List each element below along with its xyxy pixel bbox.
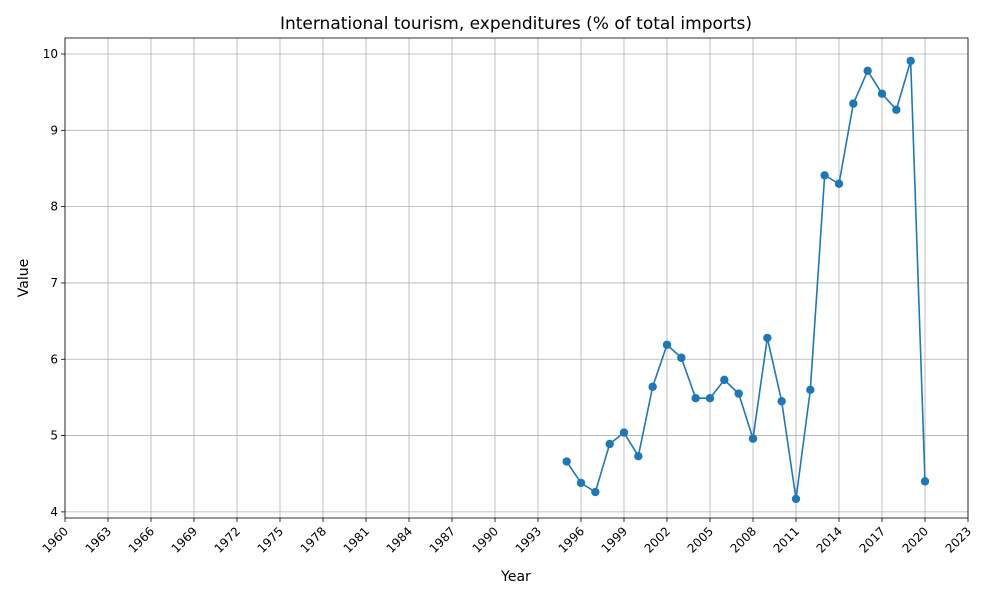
x-tick-label: 1963 [83, 524, 114, 555]
x-tick-label: 1972 [212, 524, 243, 555]
x-tick-label: 2011 [771, 524, 802, 555]
y-tick-label: 4 [50, 505, 58, 519]
data-point [605, 439, 614, 449]
data-point [920, 477, 930, 486]
data-point [677, 353, 686, 362]
data-point [877, 89, 887, 98]
y-tick-label: 6 [50, 352, 58, 366]
data-point [777, 397, 786, 406]
x-tick-label: 1981 [341, 524, 372, 555]
x-gridlines [64, 38, 969, 518]
x-tick-label: 1987 [427, 524, 458, 555]
x-tick-label: 2020 [900, 524, 931, 555]
data-point [748, 434, 758, 443]
y-tick-label: 8 [50, 200, 58, 214]
data-point [691, 393, 700, 403]
data-point [791, 494, 801, 504]
data-point [892, 105, 901, 114]
x-tick-label: 1993 [513, 524, 544, 555]
y-tick-label: 5 [50, 429, 58, 443]
chart-title: International tourism, expenditures (% o… [280, 14, 752, 34]
y-axis-ticks: 4 5 6 7 8 9 10 [43, 47, 65, 519]
x-tick-label: 1999 [599, 524, 630, 555]
data-point [591, 487, 600, 497]
x-tick-label: 1966 [126, 524, 157, 555]
data-point [734, 389, 743, 398]
y-tick-label: 7 [50, 276, 58, 290]
x-axis-ticks: 1960 1963 1966 1969 1972 1975 1978 1981 1984 1987… [40, 518, 974, 556]
series-line [566, 60, 926, 500]
x-tick-label: 2014 [814, 524, 845, 555]
data-point [562, 457, 571, 466]
data-point [619, 428, 629, 437]
data-point [720, 375, 729, 385]
data-point [863, 66, 872, 76]
x-tick-label: 1996 [556, 524, 587, 555]
x-tick-label: 1975 [255, 524, 286, 555]
data-point [834, 179, 844, 188]
x-tick-label: 1984 [384, 524, 415, 555]
data-point [806, 385, 815, 394]
x-tick-label: 2008 [728, 524, 759, 555]
y-tick-label: 9 [50, 123, 58, 137]
y-axis-label: Value [16, 259, 32, 297]
x-tick-label: 1969 [169, 524, 200, 555]
plot-frame [64, 37, 969, 519]
x-tick-label: 2023 [943, 524, 974, 555]
data-point [648, 382, 657, 391]
y-tick-label: 10 [43, 47, 58, 61]
data-point [634, 451, 643, 461]
data-point [576, 478, 586, 488]
data-point [906, 56, 915, 66]
data-point [820, 171, 829, 180]
x-tick-label: 2005 [685, 524, 716, 555]
x-tick-label: 2002 [642, 524, 673, 555]
x-tick-label: 1978 [298, 524, 329, 555]
x-axis-label: Year [500, 569, 531, 585]
data-point [849, 99, 858, 108]
data-point [662, 340, 672, 349]
data-point [763, 333, 772, 343]
x-tick-label: 1960 [40, 524, 71, 555]
x-tick-label: 1990 [470, 524, 501, 555]
data-point [705, 393, 715, 403]
series-layer [562, 56, 930, 504]
x-tick-label: 2017 [857, 524, 888, 555]
y-gridlines [65, 53, 968, 513]
